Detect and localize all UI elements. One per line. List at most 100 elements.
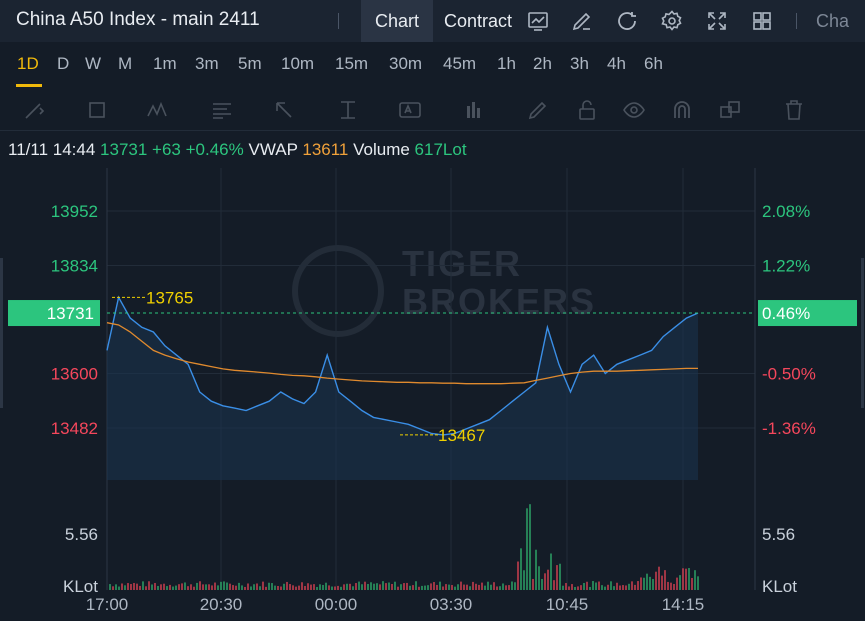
- volume-bar: [415, 581, 417, 590]
- vwap-value: 13611: [302, 140, 349, 159]
- volume-bar: [553, 580, 555, 590]
- layout-grid-icon[interactable]: [750, 9, 774, 33]
- interval-10m[interactable]: 10m: [281, 54, 315, 73]
- volume-bar: [316, 586, 318, 590]
- volume-bar: [379, 584, 381, 590]
- measure-tool-icon[interactable]: [336, 98, 360, 122]
- fib-tool-icon[interactable]: [210, 98, 234, 122]
- volume-bar: [697, 576, 699, 590]
- interval-5m[interactable]: 5m: [238, 54, 262, 73]
- volume-bar: [325, 582, 327, 590]
- eye-icon[interactable]: [622, 98, 646, 122]
- volume-bar: [250, 586, 252, 590]
- volume-bar: [319, 584, 321, 590]
- volume-bar: [571, 584, 573, 590]
- volume-bar: [313, 584, 315, 590]
- volume-bar: [289, 584, 291, 590]
- quote-change: +63: [152, 140, 181, 159]
- fullscreen-icon[interactable]: [705, 9, 729, 33]
- trend-line-tool-icon[interactable]: [22, 98, 46, 122]
- truncated-tab[interactable]: Cha: [816, 11, 850, 31]
- interval-m[interactable]: M: [118, 54, 133, 73]
- brush-tool-icon[interactable]: [526, 98, 550, 122]
- volume-bar: [694, 570, 696, 590]
- volume-bar: [226, 582, 228, 590]
- interval-6h[interactable]: 6h: [644, 54, 663, 73]
- volume-bar: [625, 585, 627, 590]
- interval-1h[interactable]: 1h: [497, 54, 516, 73]
- interval-2h[interactable]: 2h: [533, 54, 552, 73]
- interval-3m[interactable]: 3m: [195, 54, 219, 73]
- tab-contract[interactable]: Contract: [444, 11, 513, 31]
- volume-bar: [259, 586, 261, 590]
- divider: [796, 13, 797, 29]
- interval-1d[interactable]: 1D: [17, 54, 39, 73]
- trash-icon[interactable]: [782, 98, 806, 122]
- price-tick-label: 13834: [51, 256, 98, 275]
- volume-bar: [277, 585, 279, 590]
- vwap-line: [106, 322, 698, 385]
- x-tick-label: 17:00: [86, 595, 129, 614]
- layers-icon[interactable]: [718, 98, 742, 122]
- volume-bar: [631, 581, 633, 590]
- top-bar: China A50 Index - main 2411 Chart Contra…: [0, 0, 865, 42]
- volume-bar: [652, 578, 654, 590]
- volume-bar: [607, 584, 609, 590]
- volume-bar: [490, 584, 492, 590]
- volume-bar: [604, 586, 606, 590]
- volume-bar: [211, 585, 213, 590]
- quote-datetime: 11/11 14:44: [8, 140, 96, 159]
- volume-bar: [304, 586, 306, 590]
- bars-tool-icon[interactable]: [462, 98, 486, 122]
- volume-bar: [340, 586, 342, 590]
- interval-1m[interactable]: 1m: [153, 54, 177, 73]
- volume-bar: [421, 585, 423, 590]
- price-tick-label: 13600: [51, 365, 98, 384]
- lock-icon[interactable]: [575, 98, 599, 122]
- volume-bar: [382, 581, 384, 590]
- volume-bar: [397, 586, 399, 590]
- price-line: [106, 295, 699, 436]
- indicator-icon[interactable]: [526, 9, 550, 33]
- interval-w[interactable]: W: [85, 54, 102, 73]
- current-pct-badge-right: [758, 300, 857, 327]
- tab-chart[interactable]: Chart: [361, 0, 434, 42]
- volume-bar: [283, 583, 285, 590]
- arrow-tool-icon[interactable]: [272, 98, 296, 122]
- interval-3h[interactable]: 3h: [570, 54, 589, 73]
- volume-bar: [481, 582, 483, 590]
- rectangle-tool-icon[interactable]: [86, 98, 110, 122]
- volume-bar: [202, 584, 204, 590]
- drawing-icon[interactable]: [570, 9, 594, 33]
- volume-bar: [418, 586, 420, 590]
- volume-bar: [133, 582, 135, 590]
- pattern-tool-icon[interactable]: [146, 98, 170, 122]
- refresh-icon[interactable]: [615, 9, 639, 33]
- volume-bar: [142, 581, 144, 590]
- interval-d[interactable]: D: [57, 54, 70, 73]
- volume-bar: [358, 581, 360, 590]
- interval-15m[interactable]: 15m: [335, 54, 369, 73]
- high-marker-label: 13765: [146, 288, 193, 307]
- interval-30m[interactable]: 30m: [389, 54, 423, 73]
- volume-bar: [115, 584, 117, 590]
- interval-4h[interactable]: 4h: [607, 54, 626, 73]
- interval-45m[interactable]: 45m: [443, 54, 477, 73]
- volume-bar: [331, 586, 333, 590]
- volume-bar: [361, 584, 363, 590]
- volume-bar: [235, 585, 237, 590]
- gear-icon[interactable]: [660, 9, 684, 33]
- volume-bar: [532, 578, 534, 590]
- volume-unit-left: KLot: [63, 577, 98, 596]
- volume-bar: [148, 581, 150, 590]
- volume-bar: [409, 585, 411, 590]
- volume-bar: [412, 585, 414, 590]
- magnet-icon[interactable]: [670, 98, 694, 122]
- volume-bar: [640, 577, 642, 590]
- volume-label: Volume: [353, 140, 410, 159]
- vwap-label: VWAP: [248, 140, 298, 159]
- volume-bar: [658, 566, 660, 590]
- volume-bar: [292, 585, 294, 590]
- text-tool-icon[interactable]: [398, 98, 422, 122]
